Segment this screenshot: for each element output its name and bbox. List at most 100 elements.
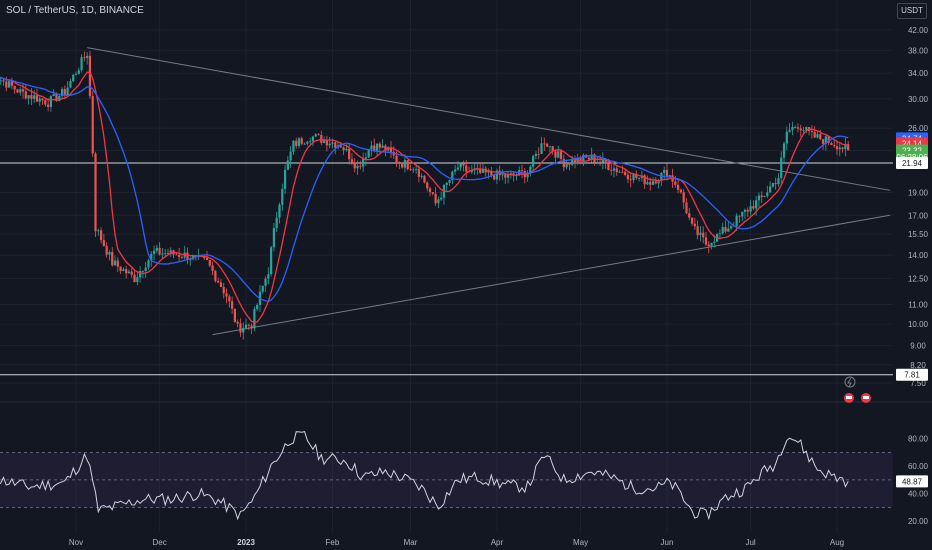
- candle-body: [297, 138, 301, 146]
- price-axis[interactable]: 42.0038.0034.0030.0026.0023.3219.0017.00…: [896, 26, 929, 526]
- candle-body: [99, 230, 103, 241]
- candle-body: [345, 148, 348, 151]
- candle-body: [573, 159, 577, 164]
- candle-body: [624, 171, 627, 175]
- trendline: [212, 214, 891, 336]
- time-tick-label: 2023: [237, 538, 255, 547]
- price-label-text: 7.81: [904, 371, 920, 380]
- candle-body: [219, 282, 223, 287]
- candle-body: [844, 144, 847, 150]
- candle-body: [802, 130, 805, 131]
- moving-averages: [0, 71, 849, 323]
- candle-body: [838, 147, 841, 150]
- candle-body: [264, 278, 267, 286]
- candle-body: [342, 147, 345, 151]
- candle-body: [38, 98, 41, 102]
- candle-body: [180, 256, 184, 258]
- time-axis[interactable]: Nov Dec 2023 Feb Mar Apr May Jun Jul Aug: [69, 538, 844, 547]
- candle-body: [80, 57, 83, 71]
- candle-body: [306, 141, 309, 144]
- candle-body: [211, 265, 214, 271]
- price-label-box: [896, 156, 928, 169]
- candle-body: [685, 202, 688, 214]
- candle-body: [604, 159, 607, 164]
- candle-body: [175, 254, 178, 256]
- candle-body: [757, 195, 761, 201]
- price-tick-label: 30.00: [908, 95, 929, 104]
- lightning-bolt-icon: [847, 377, 852, 388]
- candle-body: [749, 206, 752, 212]
- candles: [0, 51, 850, 340]
- candle-body: [55, 94, 58, 102]
- candle-body: [256, 304, 259, 310]
- currency-button[interactable]: USDT: [897, 3, 927, 19]
- price-label-text: 21.94: [902, 159, 923, 168]
- trendlines[interactable]: [87, 47, 891, 336]
- candle-body: [437, 199, 440, 204]
- price-tick-label: 26.00: [908, 124, 929, 133]
- candle-body: [33, 95, 36, 99]
- event-icons[interactable]: [844, 376, 871, 403]
- candle-body: [777, 178, 780, 185]
- candle-body: [398, 162, 401, 164]
- candle-body: [122, 269, 125, 272]
- price-tick-label: 10.00: [908, 320, 929, 329]
- candle-body: [735, 215, 738, 226]
- candle-body: [534, 153, 538, 156]
- candle-body: [426, 182, 429, 189]
- candle-body: [431, 192, 434, 194]
- candle-body: [766, 192, 769, 196]
- candle-body: [370, 145, 373, 150]
- candle-body: [456, 167, 459, 170]
- candle-body: [409, 169, 412, 171]
- candle-body: [674, 181, 677, 185]
- candle-body: [356, 165, 359, 169]
- candle-body: [278, 204, 281, 218]
- candle-body: [381, 145, 384, 148]
- candle-body: [395, 155, 398, 163]
- horizontal-levels[interactable]: [0, 162, 893, 376]
- candle-body: [771, 182, 774, 187]
- candle-body: [696, 226, 699, 236]
- time-tick-label: Nov: [69, 538, 83, 547]
- candle-body: [130, 271, 133, 275]
- candle-body: [362, 158, 365, 167]
- candle-body: [242, 327, 245, 333]
- candle-body: [629, 179, 632, 181]
- candle-body: [5, 81, 8, 88]
- candle-body: [799, 128, 802, 131]
- candle-body: [225, 293, 228, 297]
- event-flag-stripe-icon: [846, 396, 852, 399]
- candle-body: [587, 157, 591, 160]
- candle-body: [27, 95, 30, 99]
- candle-body: [353, 162, 356, 169]
- candle-body: [718, 233, 722, 235]
- candle-body: [364, 157, 368, 159]
- symbol-title: SOL / TetherUS, 1D, BINANCE: [6, 5, 144, 16]
- candle-body: [328, 143, 331, 146]
- candle-body: [47, 104, 50, 107]
- candle-body: [788, 129, 791, 132]
- candle-body: [816, 134, 819, 138]
- candle-body: [189, 259, 192, 261]
- candle-body: [113, 260, 117, 266]
- candle-body: [91, 96, 94, 154]
- candle-body: [746, 209, 749, 212]
- candle-body: [261, 285, 264, 292]
- candle-body: [158, 247, 161, 255]
- candle-body: [359, 165, 362, 167]
- rsi-value-text: 48.87: [902, 477, 923, 486]
- price-tick-label: 38.00: [908, 46, 929, 55]
- candle-body: [7, 81, 11, 88]
- candle-body: [244, 324, 248, 328]
- candle-body: [325, 140, 328, 146]
- candle-body: [60, 89, 64, 96]
- candle-body: [743, 209, 747, 212]
- candle-body: [222, 286, 225, 294]
- candle-body: [63, 89, 66, 96]
- candle-body: [794, 127, 797, 128]
- time-tick-label: Apr: [491, 538, 504, 547]
- candle-body: [537, 153, 540, 155]
- candle-body: [440, 197, 443, 200]
